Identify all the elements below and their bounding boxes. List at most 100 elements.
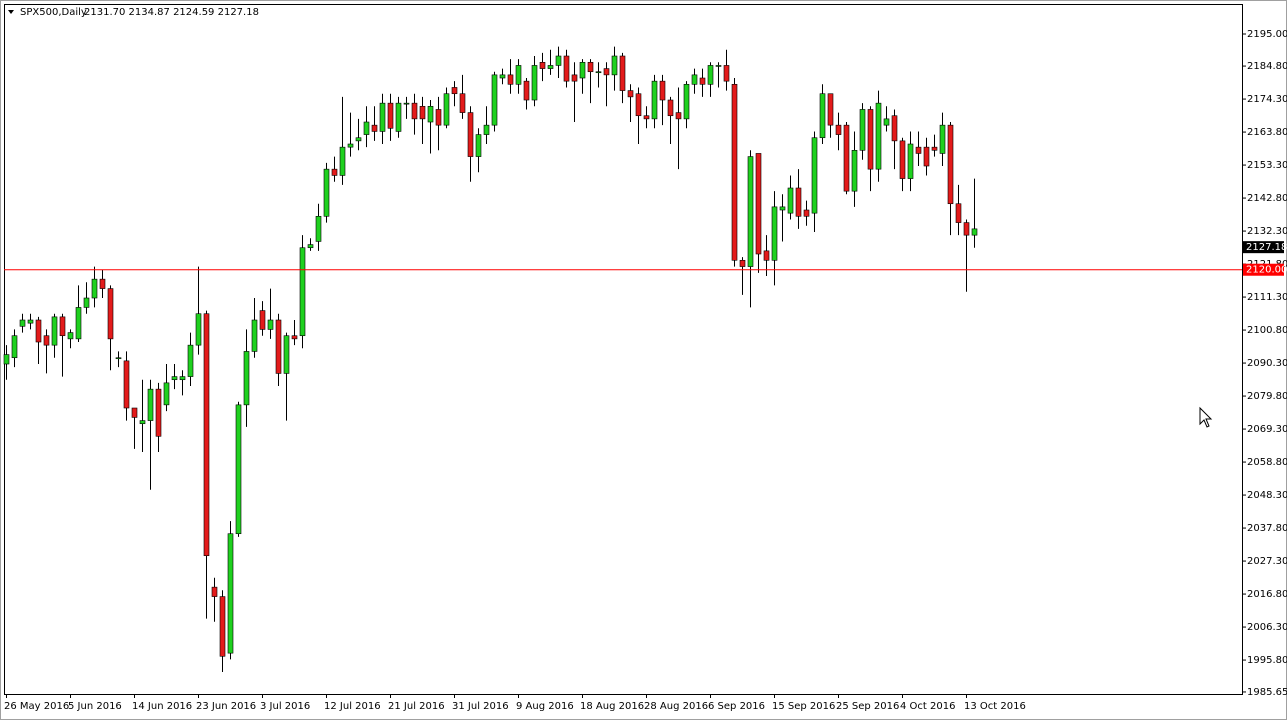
y-tick-label: 1985.65 bbox=[1247, 687, 1287, 698]
candle-body bbox=[715, 65, 722, 67]
x-tick-label: 18 Aug 2016 bbox=[580, 701, 644, 712]
candle-body bbox=[259, 310, 266, 330]
y-tick-label: 2153.30 bbox=[1247, 160, 1287, 171]
candle-body bbox=[683, 83, 690, 120]
candle-body bbox=[203, 313, 210, 557]
y-tick-label: 1995.80 bbox=[1247, 655, 1287, 666]
candle-body bbox=[627, 90, 634, 98]
candle-body bbox=[883, 118, 890, 126]
menu-arrow[interactable] bbox=[8, 10, 14, 14]
candle-body bbox=[619, 55, 626, 91]
candle-body bbox=[291, 335, 298, 340]
candle-body bbox=[83, 297, 90, 308]
candle-body bbox=[75, 307, 82, 340]
candle-body bbox=[779, 206, 786, 211]
candle-body bbox=[195, 313, 202, 346]
candle-body bbox=[611, 55, 618, 76]
x-tick-label: 14 Jun 2016 bbox=[132, 701, 192, 712]
candle-body bbox=[123, 360, 130, 409]
candle-body bbox=[147, 388, 154, 421]
candle-body bbox=[419, 105, 426, 120]
x-tick-label: 31 Jul 2016 bbox=[452, 701, 509, 712]
y-tick-label: 2079.80 bbox=[1247, 391, 1287, 402]
candle-body bbox=[859, 109, 866, 151]
candle-body bbox=[3, 354, 10, 365]
candle-body bbox=[371, 124, 378, 132]
last-price-label: 2127.18 bbox=[1246, 242, 1287, 253]
candle-body bbox=[907, 143, 914, 179]
candle-body bbox=[435, 109, 442, 126]
candle-body bbox=[771, 206, 778, 261]
candle-body bbox=[803, 209, 810, 217]
candle-body bbox=[763, 250, 770, 261]
candle-body bbox=[179, 376, 186, 381]
candle-body bbox=[787, 187, 794, 214]
candle-body bbox=[243, 351, 250, 406]
candle-body bbox=[355, 137, 362, 142]
y-tick-label: 2184.80 bbox=[1247, 61, 1287, 72]
candle-body bbox=[731, 83, 738, 261]
candle-body bbox=[723, 65, 730, 82]
candle-body bbox=[707, 65, 714, 85]
candle-body bbox=[483, 124, 490, 135]
candle-body bbox=[451, 87, 458, 95]
candle-body bbox=[251, 319, 258, 352]
y-tick-label: 2090.30 bbox=[1247, 358, 1287, 369]
x-tick-label: 23 Jun 2016 bbox=[196, 701, 256, 712]
candle-body bbox=[899, 140, 906, 179]
candle-body bbox=[163, 382, 170, 406]
symbol-label: SPX500,Daily bbox=[20, 7, 87, 18]
candle-body bbox=[275, 319, 282, 374]
x-tick-label: 21 Jul 2016 bbox=[388, 701, 445, 712]
candle-body bbox=[867, 109, 874, 170]
candle-body bbox=[67, 332, 74, 340]
candle-body bbox=[51, 316, 58, 346]
candle-body bbox=[571, 74, 578, 82]
candle-body bbox=[299, 247, 306, 337]
candle-body bbox=[363, 121, 370, 135]
candle-body bbox=[667, 99, 674, 117]
candle-body bbox=[227, 533, 234, 654]
x-tick-label: 5 Jun 2016 bbox=[68, 701, 122, 712]
candle-body bbox=[43, 335, 50, 346]
candle-body bbox=[891, 115, 898, 142]
y-tick-label: 2100.80 bbox=[1247, 325, 1287, 336]
candle-body bbox=[59, 316, 66, 337]
candle-body bbox=[931, 146, 938, 151]
candle-body bbox=[563, 55, 570, 82]
y-tick-label: 2037.80 bbox=[1247, 523, 1287, 534]
plot-area bbox=[4, 4, 1243, 695]
y-tick-label: 2058.80 bbox=[1247, 457, 1287, 468]
x-tick-label: 13 Oct 2016 bbox=[964, 701, 1026, 712]
x-tick-label: 9 Aug 2016 bbox=[516, 701, 574, 712]
mouse-cursor bbox=[1199, 406, 1213, 428]
candle-body bbox=[851, 149, 858, 192]
candle-body bbox=[739, 259, 746, 267]
candle-body bbox=[331, 168, 338, 176]
candle-body bbox=[539, 61, 546, 69]
candle-body bbox=[915, 146, 922, 154]
candle-body bbox=[555, 55, 562, 66]
candle-body bbox=[19, 319, 26, 327]
candle-body bbox=[531, 65, 538, 101]
x-tick-label: 6 Sep 2016 bbox=[708, 701, 765, 712]
candle-body bbox=[379, 102, 386, 132]
candle-body bbox=[603, 68, 610, 76]
candle-body bbox=[211, 586, 218, 597]
candle-body bbox=[691, 74, 698, 85]
y-tick-label: 2048.30 bbox=[1247, 490, 1287, 501]
candle-body bbox=[923, 146, 930, 167]
last-price-tag bbox=[1243, 241, 1284, 254]
candle-body bbox=[811, 137, 818, 214]
x-tick-label: 25 Sep 2016 bbox=[836, 701, 899, 712]
candle-body bbox=[795, 187, 802, 217]
x-tick-label: 3 Jul 2016 bbox=[260, 701, 310, 712]
candle-body bbox=[819, 93, 826, 139]
candle-body bbox=[947, 124, 954, 205]
price-line-tag bbox=[1243, 263, 1284, 276]
candle-body bbox=[675, 112, 682, 120]
candle-body bbox=[171, 376, 178, 381]
candle-body bbox=[843, 124, 850, 192]
candle-body bbox=[595, 71, 602, 74]
